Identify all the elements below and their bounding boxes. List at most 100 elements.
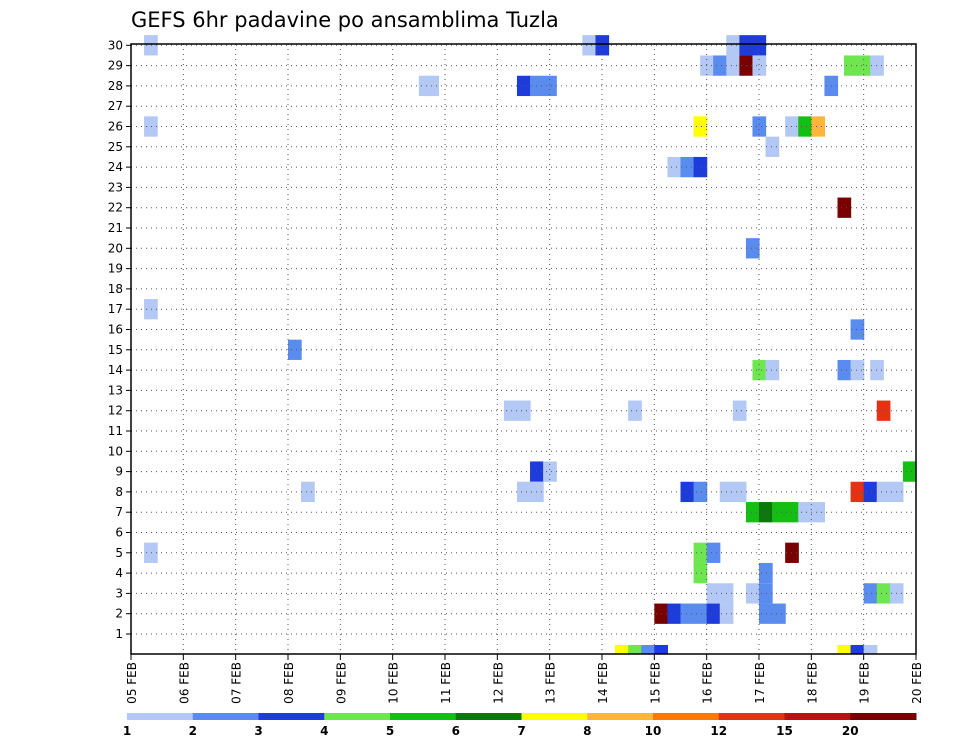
x-tick-label: 15 FEB <box>648 662 662 704</box>
precip-cell <box>863 583 878 604</box>
precip-cell <box>595 35 610 56</box>
precip-cell <box>680 156 695 178</box>
precip-cell <box>615 645 629 654</box>
precip-cell <box>726 55 740 76</box>
precip-cell <box>745 502 760 523</box>
precip-cell <box>667 156 682 178</box>
legend-label: 15 <box>776 724 793 738</box>
y-tick-label: 6 <box>115 526 123 540</box>
precip-cell <box>850 645 865 654</box>
precip-cell <box>759 562 773 584</box>
legend-label: 12 <box>710 724 727 738</box>
legend-label: 10 <box>645 724 662 738</box>
legend-swatch <box>192 713 259 720</box>
y-tick-label: 23 <box>108 180 123 194</box>
precip-cell <box>870 55 884 76</box>
precip-cell <box>301 481 315 503</box>
x-tick-label: 06 FEB <box>177 662 191 704</box>
legend-label: 6 <box>452 724 460 738</box>
precip-cell <box>857 55 871 76</box>
precip-cell <box>772 502 786 523</box>
precip-cell <box>798 502 812 523</box>
legend-label: 5 <box>386 724 394 738</box>
plot-frame <box>130 43 917 655</box>
legend-swatch <box>587 713 654 720</box>
precip-cell <box>745 238 760 259</box>
y-axis-ticks: 1234567891011121314151617181920212223242… <box>108 38 131 641</box>
precip-cell <box>641 645 655 654</box>
precip-cell <box>693 542 708 563</box>
y-tick-label: 5 <box>115 546 123 560</box>
x-tick-label: 20 FEB <box>910 662 924 704</box>
y-tick-label: 24 <box>108 160 123 174</box>
y-tick-label: 20 <box>108 241 123 255</box>
precip-cell <box>144 542 158 563</box>
precip-cell <box>850 319 865 340</box>
precip-cell <box>680 481 695 503</box>
precip-cell <box>706 603 721 624</box>
x-tick-label: 10 FEB <box>387 662 401 704</box>
precip-cell <box>503 400 518 421</box>
precip-cell <box>752 55 767 76</box>
legend-swatch <box>455 713 522 720</box>
y-tick-label: 25 <box>108 140 123 154</box>
legend-swatch <box>324 713 391 720</box>
y-tick-label: 16 <box>108 323 123 337</box>
legend-label: 7 <box>517 724 525 738</box>
precip-cell <box>863 645 878 654</box>
precip-cell <box>144 116 158 137</box>
precip-cell <box>745 583 760 604</box>
y-tick-label: 26 <box>108 120 123 134</box>
precip-cell <box>785 116 799 137</box>
precip-cell <box>759 583 773 604</box>
legend-swatch <box>127 713 194 720</box>
y-tick-label: 13 <box>108 383 123 397</box>
precip-cell <box>798 116 812 137</box>
precip-cell <box>902 461 917 482</box>
legend-swatch <box>850 713 917 720</box>
x-tick-label: 07 FEB <box>230 662 244 704</box>
precip-cell <box>765 359 780 381</box>
precip-cell <box>628 400 642 421</box>
x-tick-label: 16 FEB <box>701 662 715 704</box>
precip-cell <box>759 502 773 523</box>
precip-cell <box>543 75 557 97</box>
precip-cell <box>693 603 708 624</box>
precip-cell <box>863 481 878 503</box>
precipitation-cells <box>144 35 917 654</box>
precip-cell <box>516 400 531 421</box>
legend-swatch <box>390 713 457 720</box>
y-tick-label: 4 <box>115 566 123 580</box>
precip-cell <box>628 645 642 654</box>
y-tick-label: 8 <box>115 485 123 499</box>
precip-cell <box>516 75 531 97</box>
precip-cell <box>811 502 826 523</box>
y-tick-label: 30 <box>108 38 123 52</box>
precip-cell <box>693 116 708 137</box>
chart-title: GEFS 6hr padavine po ansamblima Tuzla <box>131 8 559 32</box>
precip-cell <box>765 136 780 157</box>
y-tick-label: 19 <box>108 262 123 276</box>
precip-cell <box>811 116 826 137</box>
legend-swatch <box>784 713 851 720</box>
x-tick-label: 13 FEB <box>544 662 558 704</box>
y-tick-label: 14 <box>108 363 123 377</box>
precip-cell <box>425 75 440 97</box>
y-tick-label: 3 <box>115 586 123 600</box>
precip-cell <box>706 583 721 604</box>
y-tick-label: 1 <box>115 627 123 641</box>
precip-cell <box>785 542 799 563</box>
x-tick-label: 18 FEB <box>805 662 819 704</box>
y-tick-label: 7 <box>115 505 123 519</box>
x-tick-label: 17 FEB <box>753 662 767 704</box>
precip-cell <box>837 197 852 218</box>
precip-cell <box>144 35 158 56</box>
precip-cell <box>785 502 799 523</box>
y-tick-label: 29 <box>108 59 123 73</box>
y-tick-label: 11 <box>108 424 123 438</box>
precip-cell <box>876 481 891 503</box>
precip-cell <box>759 603 773 624</box>
legend-label: 4 <box>320 724 328 738</box>
precip-cell <box>752 359 767 381</box>
